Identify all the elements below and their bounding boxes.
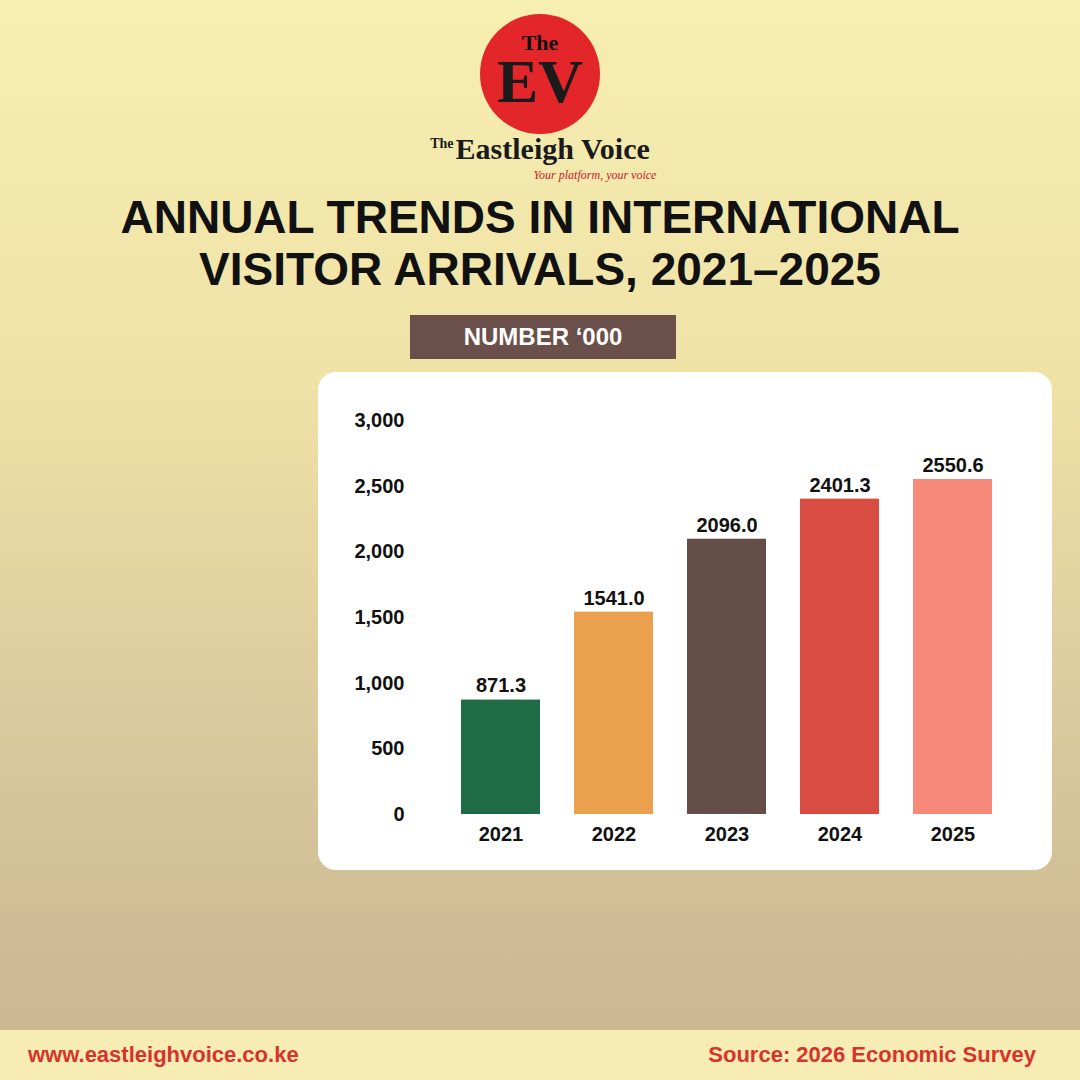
svg-text:3,000: 3,000: [354, 409, 404, 431]
svg-text:2550.6: 2550.6: [922, 454, 983, 476]
html-text:NUMBER ‘000: NUMBER ‘000: [463, 323, 623, 350]
svg-text:2,000: 2,000: [354, 540, 404, 562]
svg-text:2022: 2022: [592, 823, 637, 845]
svg-text:2025: 2025: [931, 823, 976, 845]
html-text:Eastleigh Voice: Eastleigh Voice: [455, 132, 650, 165]
svg-text:1,500: 1,500: [354, 606, 404, 628]
html-text:Source: 2026 Economic Survey: Source: 2026 Economic Survey: [708, 1042, 1036, 1067]
svg-text:1,000: 1,000: [354, 672, 404, 694]
html-text:www.eastleighvoice.co.ke: www.eastleighvoice.co.ke: [28, 1042, 299, 1067]
svg-text:2023: 2023: [705, 823, 750, 845]
svg-text:2024: 2024: [818, 823, 863, 845]
html-text:ANNUAL TRENDS IN INTERNATIONAL: ANNUAL TRENDS IN INTERNATIONAL VISITOR A…: [120, 191, 960, 295]
html-text:The: The: [430, 136, 454, 151]
svg-text:1541.0: 1541.0: [583, 587, 644, 609]
svg-text:2021: 2021: [479, 823, 524, 845]
html-text:Your platform, your voice: Your platform, your voice: [533, 168, 657, 182]
svg-text:871.3: 871.3: [476, 674, 526, 696]
html-text:The: The: [521, 30, 559, 55]
html-text:EV: EV: [496, 47, 584, 115]
svg-text:0: 0: [393, 803, 404, 825]
svg-text:2401.3: 2401.3: [809, 474, 870, 496]
svg-text:2096.0: 2096.0: [696, 514, 757, 536]
svg-text:500: 500: [371, 737, 404, 759]
svg-text:2,500: 2,500: [354, 475, 404, 497]
